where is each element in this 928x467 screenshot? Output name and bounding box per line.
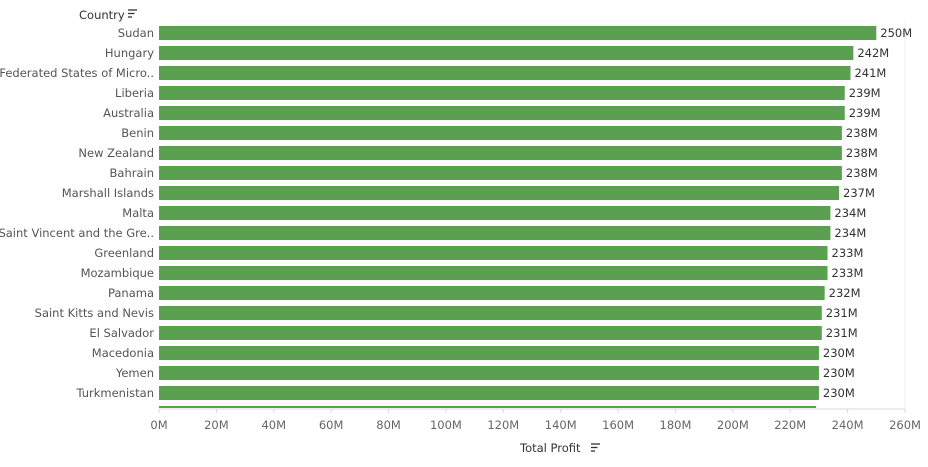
- x-tick-label: 100M: [430, 418, 462, 432]
- x-tick-label: 140M: [545, 418, 577, 432]
- bar[interactable]: [159, 366, 819, 380]
- row-labels-layer: Sudan Hungary Federated States of Micro.. L…: [0, 26, 154, 420]
- row-label: Hungary: [105, 46, 154, 60]
- value-label: 234M: [834, 206, 866, 220]
- bar[interactable]: [159, 386, 819, 400]
- bar[interactable]: [159, 66, 851, 80]
- value-label: 231M: [826, 306, 858, 320]
- row-label: Saint Kitts and Nevis: [35, 306, 154, 320]
- bar[interactable]: [159, 126, 842, 140]
- value-label: 233M: [832, 246, 864, 260]
- row-header[interactable]: Country: [79, 8, 137, 22]
- bar[interactable]: [159, 166, 842, 180]
- row-label: Federated States of Micro..: [0, 66, 154, 80]
- bar[interactable]: [159, 186, 840, 200]
- row-label: El Salvador: [89, 326, 154, 340]
- sort-descending-icon[interactable]: [128, 9, 137, 18]
- bar[interactable]: [159, 146, 842, 160]
- row-label: Saint Vincent and the Gre..: [0, 226, 154, 240]
- row-label: Macedonia: [92, 346, 154, 360]
- bar[interactable]: [159, 346, 819, 360]
- row-label: Australia: [103, 106, 154, 120]
- bar[interactable]: [159, 206, 831, 220]
- value-label: 239M: [849, 86, 881, 100]
- bar[interactable]: [159, 86, 845, 100]
- x-tick-label: 180M: [660, 418, 692, 432]
- x-axis-title: Total Profit: [519, 441, 581, 455]
- value-label: 238M: [846, 126, 878, 140]
- x-tick-label: 240M: [832, 418, 864, 432]
- value-label: 230M: [823, 386, 855, 400]
- value-labels-layer: 250M 242M 241M 239M 239M 238M 238M 238M 237M 234M…: [823, 26, 912, 400]
- x-tick-label: 20M: [204, 418, 229, 432]
- x-tick-label: 40M: [261, 418, 286, 432]
- bar[interactable]: [159, 286, 825, 300]
- value-label: 242M: [857, 46, 889, 60]
- bar[interactable]: [159, 406, 817, 420]
- value-label: 238M: [846, 166, 878, 180]
- value-label: 250M: [880, 26, 912, 40]
- bar[interactable]: [159, 326, 822, 340]
- row-label: Malta: [122, 206, 154, 220]
- value-label: 234M: [834, 226, 866, 240]
- x-tick-label: 220M: [774, 418, 806, 432]
- bar[interactable]: [159, 106, 845, 120]
- row-label: Greenland: [94, 246, 154, 260]
- row-label: Liberia: [115, 86, 154, 100]
- value-label: 231M: [826, 326, 858, 340]
- row-label: Sudan: [118, 26, 154, 40]
- row-label: New Zealand: [78, 146, 154, 160]
- row-label: Marshall Islands: [62, 186, 154, 200]
- bar[interactable]: [159, 306, 822, 320]
- value-label: 230M: [823, 346, 855, 360]
- bar[interactable]: [159, 26, 877, 40]
- row-label: Panama: [108, 286, 154, 300]
- row-label: Benin: [121, 126, 154, 140]
- value-label: 241M: [854, 66, 886, 80]
- value-label: 237M: [843, 186, 875, 200]
- x-axis-title-group[interactable]: Total Profit: [519, 441, 600, 455]
- value-label: 238M: [846, 146, 878, 160]
- row-label: Yemen: [115, 366, 154, 380]
- sort-descending-icon[interactable]: [591, 443, 600, 452]
- x-tick-label: 260M: [889, 418, 921, 432]
- x-tick-label: 80M: [376, 418, 401, 432]
- x-tick-label: 120M: [487, 418, 519, 432]
- x-tick-label: 60M: [319, 418, 344, 432]
- value-label: 232M: [829, 286, 861, 300]
- row-label: Mozambique: [81, 266, 154, 280]
- value-label: 239M: [849, 106, 881, 120]
- bar[interactable]: [159, 226, 831, 240]
- row-label: Turkmenistan: [75, 386, 154, 400]
- x-axis-ticks: 0M 20M 40M 60M 80M 100M 120M 140M 160M 180M 200M 22…: [150, 409, 921, 432]
- value-label: 230M: [823, 366, 855, 380]
- x-tick-label: 200M: [717, 418, 749, 432]
- bar[interactable]: [159, 266, 828, 280]
- row-label: South Africa: [84, 406, 154, 420]
- bar[interactable]: [159, 246, 828, 260]
- value-label: 233M: [832, 266, 864, 280]
- bar[interactable]: [159, 46, 854, 60]
- bars-layer: [159, 26, 877, 420]
- row-label: Bahrain: [110, 166, 154, 180]
- x-tick-label: 0M: [150, 418, 167, 432]
- x-tick-label: 160M: [602, 418, 634, 432]
- row-header-title: Country: [79, 8, 125, 22]
